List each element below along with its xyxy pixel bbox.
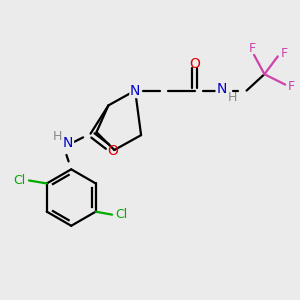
Text: F: F <box>281 47 288 60</box>
Text: H: H <box>228 92 237 104</box>
Text: O: O <box>189 57 200 71</box>
Text: N: N <box>130 84 140 98</box>
Text: F: F <box>288 80 295 93</box>
Text: O: O <box>107 145 118 158</box>
Text: N: N <box>63 136 74 150</box>
Text: N: N <box>216 82 226 96</box>
Text: H: H <box>53 130 62 143</box>
Text: Cl: Cl <box>116 208 128 221</box>
Text: F: F <box>249 42 256 55</box>
Text: Cl: Cl <box>13 174 26 187</box>
